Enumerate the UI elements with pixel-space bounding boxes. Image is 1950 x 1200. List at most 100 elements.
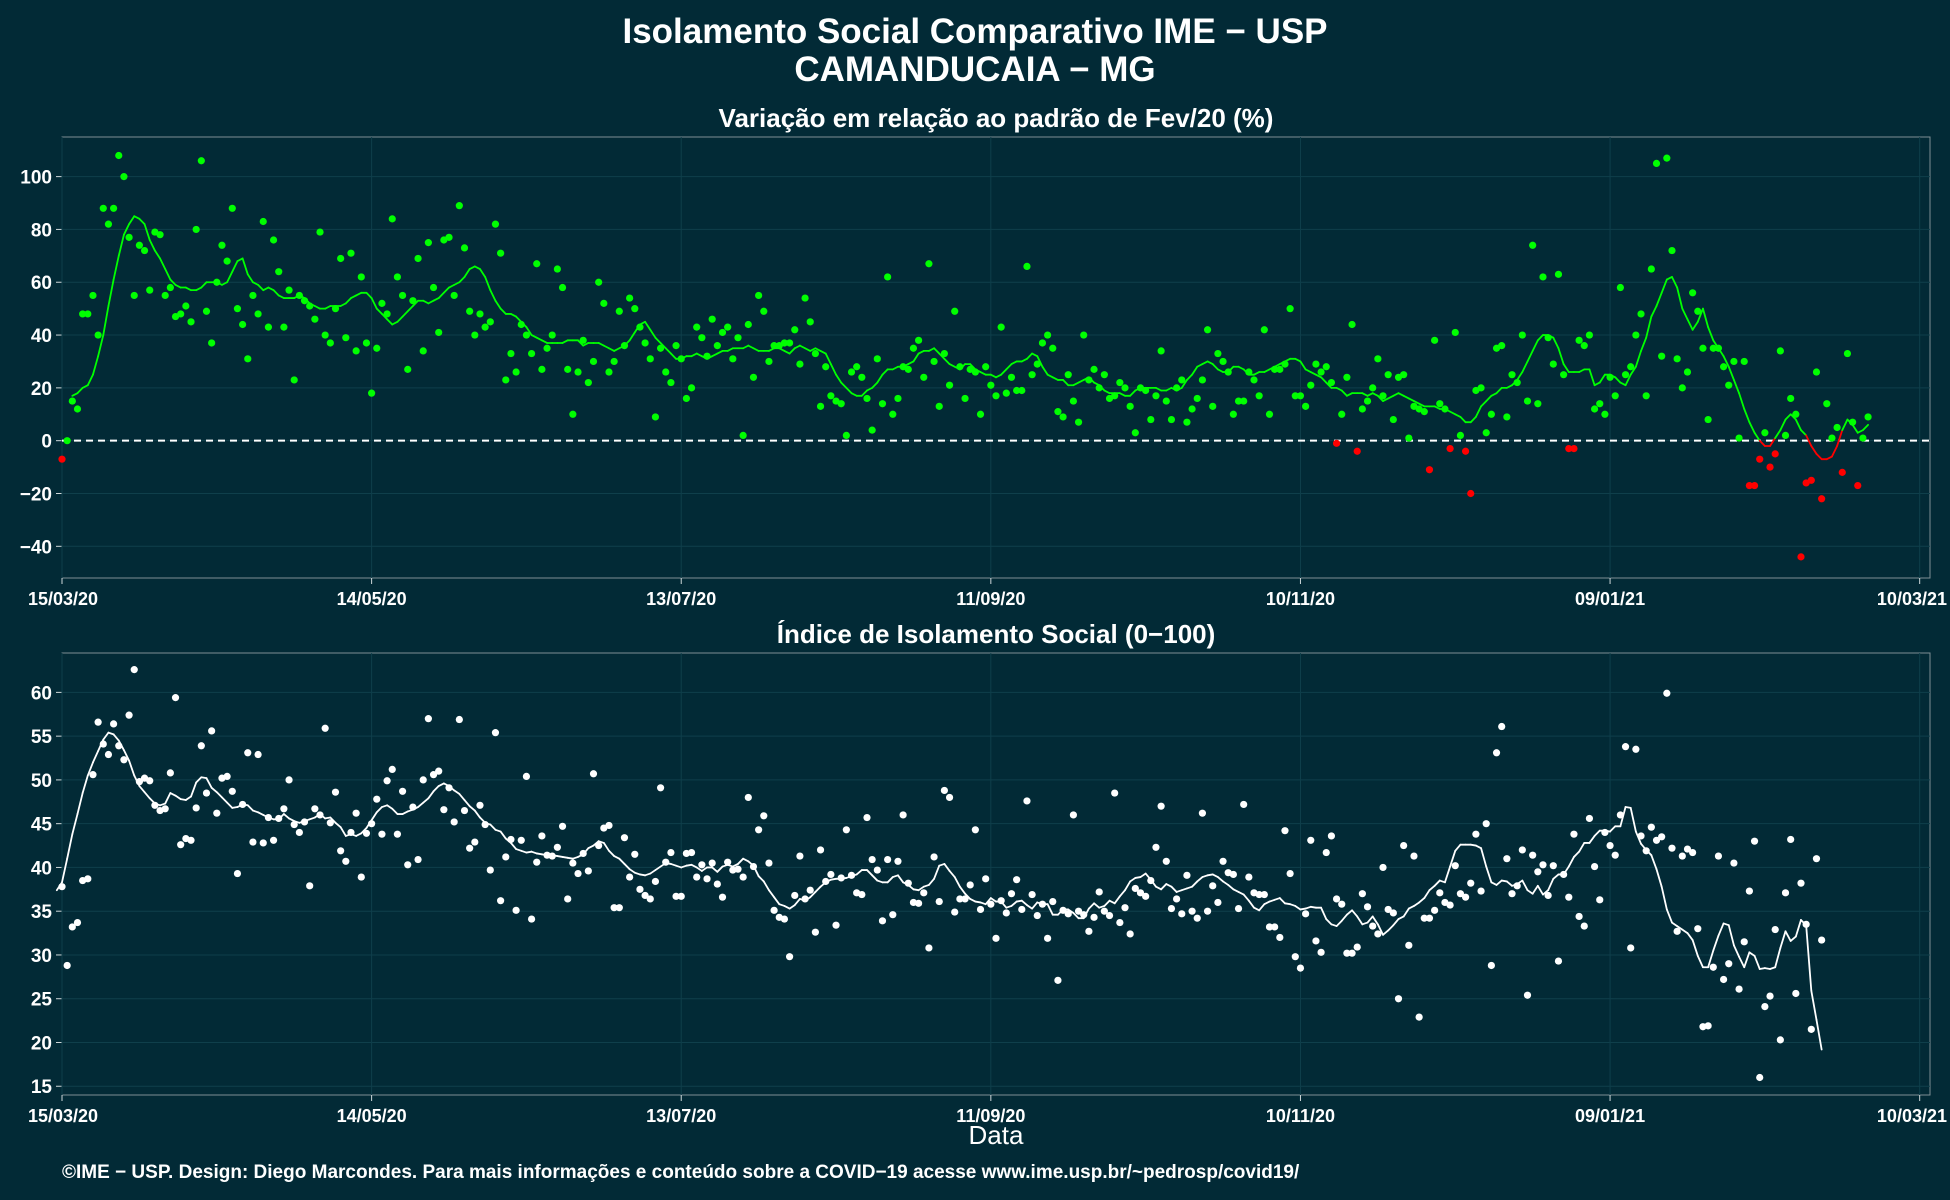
panel-2-moving-average-segment	[1722, 922, 1730, 927]
panel-1-daily-point	[1864, 413, 1872, 421]
panel-2-moving-average-segment	[1717, 922, 1725, 937]
panel-2-moving-average-segment	[1103, 899, 1111, 907]
panel-2-moving-average-segment	[1691, 939, 1699, 957]
panel-1-daily-point	[734, 334, 742, 342]
panel-2-daily-point	[920, 889, 928, 897]
panel-2-daily-point	[285, 776, 293, 784]
panel-2-moving-average-segment	[365, 819, 373, 829]
panel-1-daily-point	[1611, 392, 1619, 400]
panel-1-moving-average-segment	[1593, 381, 1601, 387]
panel-1-moving-average-segment	[793, 344, 801, 350]
panel-1-daily-point	[595, 278, 603, 286]
panel-1-moving-average-segment	[541, 339, 548, 344]
panel-1-moving-average-segment	[783, 349, 791, 355]
panel-2-daily-point	[1750, 837, 1759, 845]
panel-1-daily-point	[264, 323, 273, 331]
panel-2-moving-average-segment	[928, 877, 935, 886]
panel-1-daily-point	[1033, 360, 1041, 368]
panel-1-daily-point	[1652, 159, 1661, 168]
panel-1-daily-point	[1167, 415, 1176, 424]
panel-2-daily-point	[755, 826, 763, 834]
panel-2-daily-point	[1028, 890, 1036, 899]
panel-1-daily-point	[1389, 415, 1397, 424]
panel-2-daily-point	[626, 873, 634, 881]
panel-2-daily-point	[1384, 905, 1392, 914]
panel-1-moving-average-segment	[1536, 334, 1544, 342]
panel-1-moving-average-segment	[1769, 437, 1777, 447]
panel-1-moving-average-segment	[608, 347, 616, 352]
panel-1-moving-average-segment	[453, 281, 461, 286]
panel-2-moving-average-segment	[897, 874, 905, 884]
panel-1-moving-average-segment	[303, 297, 311, 305]
panel-2-moving-average-segment	[948, 870, 956, 878]
panel-2-daily-point	[966, 881, 974, 889]
panel-1-moving-average-segment	[1325, 381, 1333, 389]
panel-2-moving-average-segment	[1031, 901, 1039, 910]
panel-1-daily-point	[1255, 392, 1263, 400]
panel-2-moving-average-segment	[1444, 865, 1451, 884]
panel-2-daily-point	[502, 853, 510, 861]
panel-1-moving-average-segment	[1784, 413, 1792, 421]
panel-2-daily-point	[1219, 857, 1227, 865]
panel-1-daily-point	[1642, 392, 1650, 400]
panel-1-moving-average-segment	[561, 339, 569, 344]
panel-2-moving-average-segment	[1789, 935, 1797, 942]
panel-2-daily-point	[1090, 913, 1098, 921]
panel-1-daily-point	[1023, 262, 1031, 270]
panel-1-daily-point	[1013, 386, 1021, 395]
panel-2-daily-point	[1554, 957, 1563, 965]
panel-1-frame	[61, 136, 1931, 579]
panel-1-moving-average-segment	[1557, 347, 1565, 366]
panel-1-moving-average-segment	[664, 347, 672, 355]
panel-2-daily-point	[1621, 743, 1630, 751]
panel-2-daily-point	[1606, 841, 1614, 850]
panel-2-moving-average-segment	[922, 884, 930, 888]
panel-2-moving-average-segment	[1784, 930, 1792, 942]
panel-1-daily-point	[1327, 378, 1336, 387]
panel-1-moving-average-segment	[1082, 376, 1090, 381]
panel-1-moving-average-segment	[778, 347, 786, 352]
panel-1-daily-point	[187, 318, 195, 326]
panel-1-daily-point	[1534, 400, 1542, 408]
panel-1-moving-average-segment	[499, 307, 507, 315]
panel-2-daily-point	[440, 806, 448, 814]
panel-2-daily-point	[223, 772, 231, 781]
panel-1-daily-point	[1007, 373, 1016, 381]
panel-2-daily-point	[1523, 991, 1532, 999]
panel-2-daily-point	[94, 718, 102, 726]
panel-1-moving-average-segment	[814, 347, 822, 352]
panel-2-moving-average-segment	[1325, 918, 1333, 926]
panel-2-daily-point	[1420, 914, 1428, 922]
panel-1-moving-average-segment	[1170, 386, 1178, 392]
panel-1-daily-point	[992, 392, 1000, 400]
panel-2-moving-average-segment	[850, 873, 858, 878]
panel-1-daily-point	[1343, 373, 1351, 381]
panel-2-daily-point	[89, 771, 97, 779]
panel-1-moving-average-segment	[907, 360, 915, 366]
panel-1-daily-point	[192, 225, 200, 234]
panel-2-moving-average-segment	[1155, 885, 1163, 891]
panel-2-daily-point	[455, 715, 463, 724]
panel-1-daily-point	[507, 349, 515, 358]
panel-1-daily-point	[239, 320, 247, 329]
panel-1-daily-point	[610, 357, 618, 366]
panel-2-daily-point	[1069, 811, 1078, 819]
panel-1-moving-average-segment	[1278, 360, 1286, 366]
panel-2-daily-point	[414, 855, 422, 864]
panel-2-daily-point	[1735, 985, 1743, 993]
panel-1-daily-point	[1209, 402, 1217, 410]
panel-2-moving-average-segment	[1810, 989, 1818, 1021]
panel-1-moving-average-segment	[1180, 379, 1188, 389]
panel-1-moving-average-segment	[525, 326, 533, 336]
panel-2-daily-point	[1492, 749, 1501, 757]
x-axis-label: Data	[968, 1120, 1024, 1150]
panel-1-moving-average-segment	[711, 352, 719, 358]
panel-1-daily-point	[1028, 371, 1036, 379]
panel-1-daily-point	[1420, 408, 1428, 416]
panel-1-daily-point	[1193, 394, 1201, 403]
panel-2-daily-point	[1719, 975, 1728, 984]
panel-2-daily-point	[1498, 722, 1506, 731]
panel-2-moving-average-segment	[1490, 881, 1498, 886]
panel-1-moving-average-segment	[530, 334, 538, 339]
panel-1-daily-point	[1131, 429, 1139, 437]
